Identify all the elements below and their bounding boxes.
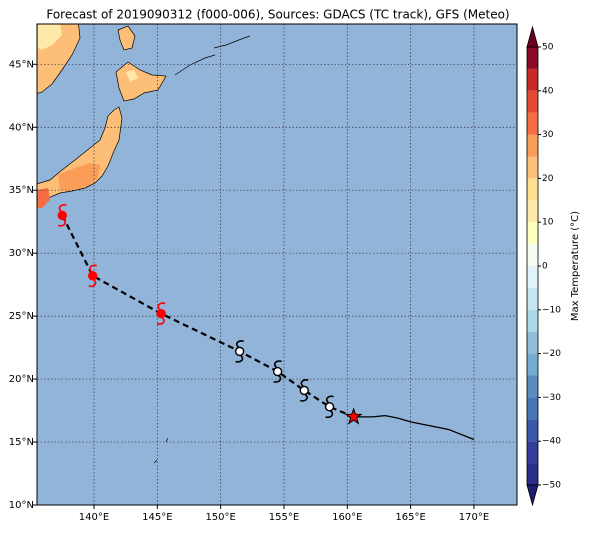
colorbar-tick-label: −40 <box>542 437 561 447</box>
colorbar-band <box>527 266 538 288</box>
storm-arm <box>157 302 166 311</box>
land <box>37 24 251 464</box>
storm-arm <box>325 410 334 419</box>
y-tick-label: 25°N <box>9 311 34 322</box>
storm-arm <box>235 354 244 363</box>
x-tick-label: 140°E <box>79 512 109 523</box>
storm-arm <box>57 218 67 227</box>
storm-symbol <box>272 360 283 383</box>
y-tick-label: 20°N <box>9 374 34 385</box>
storm-eye <box>88 271 98 281</box>
colorbar-band <box>527 244 538 266</box>
storm-arm <box>156 316 165 325</box>
x-tick-label: 155°E <box>269 512 299 523</box>
colorbar-band <box>527 309 538 332</box>
kuril-islands <box>213 35 251 49</box>
x-tick-label: 160°E <box>332 512 362 523</box>
colorbar-tick-label: 50 <box>542 43 554 53</box>
kuril-islands <box>174 54 216 76</box>
land-warm <box>37 188 50 208</box>
x-tick-label: 170°E <box>459 512 489 523</box>
ocean <box>37 24 517 505</box>
storm-eye <box>272 366 283 377</box>
storm-symbol <box>299 379 309 402</box>
storm-arm <box>58 204 67 213</box>
storm-arm <box>273 360 282 369</box>
colorbar-band <box>527 134 538 157</box>
colorbar-tick-label: 40 <box>542 86 554 96</box>
storm-arm <box>89 264 98 273</box>
x-tick-label: 145°E <box>142 512 172 523</box>
colorbar-band <box>527 156 538 179</box>
y-tick-label: 35°N <box>9 185 34 196</box>
colorbar-band <box>527 112 538 135</box>
storm-symbol <box>156 302 166 325</box>
colorbar-tick-label: 10 <box>542 218 554 228</box>
x-tick-label: 150°E <box>205 512 235 523</box>
colorbar-band <box>527 222 538 245</box>
storm-eye <box>234 346 245 357</box>
y-tick-label: 10°N <box>9 500 34 511</box>
colorbar-band <box>527 375 538 398</box>
colorbar-tick-label: −50 <box>542 481 561 491</box>
storm-eye <box>299 385 309 396</box>
colorbar-under <box>526 484 539 507</box>
colorbar-label: Max Temperature (°C) <box>570 211 581 321</box>
land-cool <box>38 24 62 50</box>
x-tick-label: 165°E <box>395 512 425 523</box>
colorbar-band <box>527 47 538 69</box>
colorbar-tick-label: −10 <box>542 305 561 315</box>
storm-arm <box>325 395 334 404</box>
track-extension <box>353 414 475 441</box>
storm-arm <box>300 379 309 388</box>
land-warm <box>58 163 100 190</box>
storm-arm <box>88 279 97 288</box>
y-tick-label: 15°N <box>9 437 34 448</box>
colorbar-band <box>527 68 538 91</box>
land-cool <box>126 70 138 82</box>
storm-eye <box>324 402 335 412</box>
storm-eye <box>156 308 166 319</box>
title: Forecast of 2019090312 (f000-006), Sourc… <box>46 8 509 22</box>
dynamic-layer: 140°E 145°E 150°E 155°E 160°E 165°E 170°E 10°N 1… <box>9 24 561 523</box>
storm-arm <box>235 340 244 349</box>
storm-arm <box>299 393 308 402</box>
land-sakhalin <box>117 25 136 51</box>
colorbar-band <box>527 200 538 223</box>
colorbar-band <box>527 397 538 420</box>
track-line <box>61 214 355 418</box>
colorbar-tick-label: −30 <box>542 393 561 403</box>
storm-arm <box>273 374 282 383</box>
colorbar-over <box>526 25 539 48</box>
storm-symbol <box>57 204 68 227</box>
colorbar-band <box>527 287 538 310</box>
storm-symbol <box>324 395 335 419</box>
colorbar-band <box>527 178 538 201</box>
colorbar-band <box>527 463 538 485</box>
land-honshu <box>37 106 123 208</box>
colorbar-band <box>527 331 538 354</box>
y-tick-label: 30°N <box>9 248 34 259</box>
colorbar-band <box>527 419 538 442</box>
storm-eye <box>57 210 68 221</box>
colorbar-band <box>527 353 538 376</box>
y-tick-label: 45°N <box>9 59 34 70</box>
island <box>165 437 169 443</box>
colorbar-band <box>527 441 538 464</box>
colorbar-tick-label: 0 <box>542 262 548 272</box>
colorbar-tick-label: −20 <box>542 349 561 359</box>
y-tick-label: 40°N <box>9 122 34 133</box>
current-position <box>344 407 363 425</box>
colorbar-tick-label: 20 <box>542 174 554 184</box>
colorbar-band <box>527 90 538 113</box>
storm-symbol <box>234 340 245 363</box>
map-frame <box>36 23 518 506</box>
colorbar-tick-label: 30 <box>542 130 554 140</box>
island <box>153 459 158 464</box>
storm-symbol <box>88 264 98 288</box>
